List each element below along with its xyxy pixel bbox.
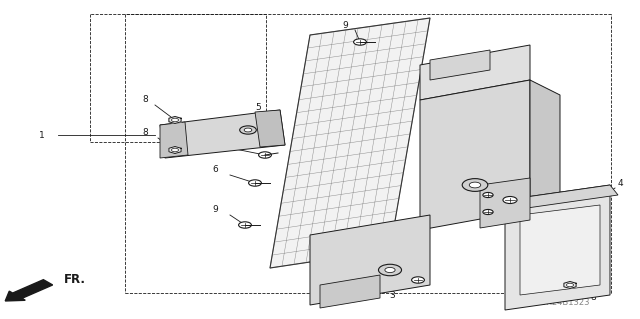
Text: 9: 9 (212, 205, 218, 214)
Text: FR.: FR. (64, 273, 86, 286)
Polygon shape (430, 50, 490, 80)
Circle shape (462, 179, 488, 191)
Text: TR24B1323: TR24B1323 (541, 298, 589, 307)
Text: 1: 1 (39, 130, 45, 139)
Polygon shape (505, 185, 618, 210)
Text: 5: 5 (255, 103, 260, 113)
Polygon shape (310, 215, 430, 305)
Text: 7: 7 (212, 138, 218, 147)
Circle shape (239, 222, 252, 228)
Text: 6: 6 (212, 166, 218, 174)
Text: 2: 2 (355, 278, 360, 287)
Polygon shape (160, 110, 285, 158)
Circle shape (259, 152, 271, 158)
Polygon shape (480, 178, 530, 228)
Text: 3: 3 (389, 291, 395, 300)
Polygon shape (160, 122, 188, 158)
Circle shape (248, 180, 261, 186)
Text: 8: 8 (142, 129, 148, 137)
Polygon shape (420, 45, 530, 100)
Polygon shape (520, 205, 600, 295)
Polygon shape (255, 110, 285, 147)
Circle shape (469, 182, 481, 188)
FancyArrow shape (5, 280, 52, 301)
Circle shape (244, 128, 252, 132)
Text: 4: 4 (618, 179, 623, 188)
Circle shape (172, 118, 179, 122)
Polygon shape (320, 275, 380, 308)
Text: 9: 9 (342, 20, 348, 29)
Circle shape (412, 277, 424, 283)
Text: 8: 8 (590, 293, 596, 301)
Circle shape (240, 126, 256, 134)
Circle shape (483, 192, 493, 197)
Circle shape (503, 197, 517, 204)
Polygon shape (270, 18, 430, 268)
Polygon shape (420, 80, 530, 230)
Polygon shape (169, 116, 181, 123)
Polygon shape (530, 80, 560, 225)
Circle shape (354, 39, 366, 45)
Text: 10: 10 (451, 175, 462, 184)
Circle shape (483, 210, 493, 215)
Text: 2: 2 (440, 197, 445, 206)
Circle shape (385, 267, 395, 272)
Text: 10: 10 (451, 194, 462, 203)
Polygon shape (564, 281, 576, 288)
Circle shape (566, 283, 573, 287)
Polygon shape (505, 185, 610, 310)
Polygon shape (169, 146, 181, 153)
Circle shape (378, 264, 401, 276)
Text: 8: 8 (142, 95, 148, 105)
Circle shape (172, 148, 179, 152)
Text: 3: 3 (479, 211, 485, 220)
